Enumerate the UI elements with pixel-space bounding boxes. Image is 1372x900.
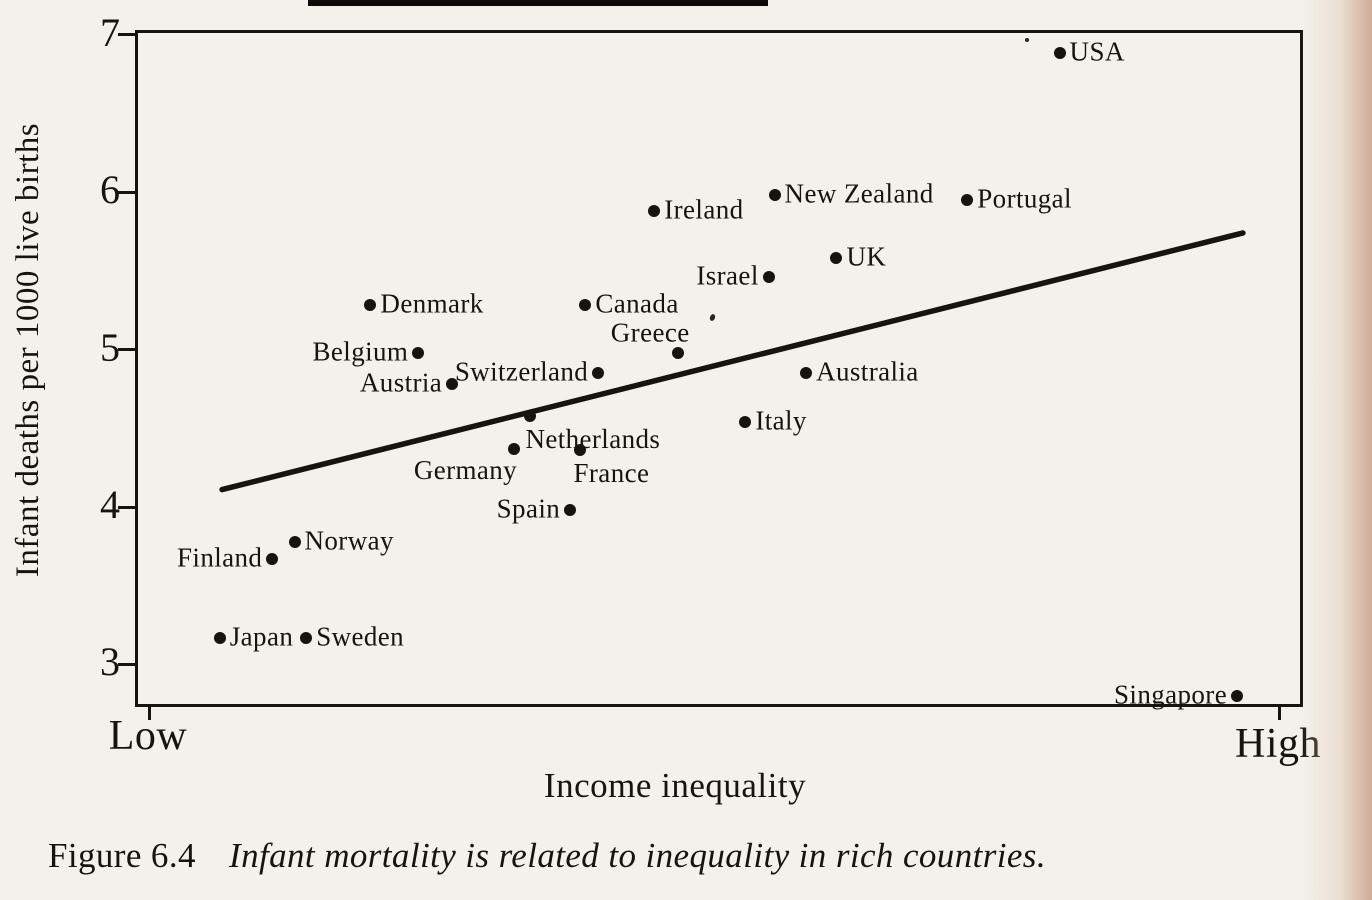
y-tick-mark-7 [118, 33, 136, 37]
country-label-italy: Italy [755, 405, 807, 436]
y-tick-mark-4 [118, 505, 136, 509]
x-tick-mark-low [147, 707, 151, 720]
country-label-israel: Israel [696, 260, 759, 291]
data-point-germany [508, 442, 521, 455]
country-label-japan: Japan [229, 621, 294, 652]
scan-artifact-bar [308, 0, 768, 6]
country-label-canada: Canada [595, 289, 679, 320]
country-label-spain: Spain [496, 493, 561, 524]
trend-line-layer [219, 230, 1246, 493]
data-point-switzerland [592, 367, 605, 380]
trend-line [219, 230, 1246, 493]
data-point-ireland [648, 204, 661, 217]
page-edge-shadow [1300, 0, 1372, 900]
data-point-belgium [412, 346, 425, 359]
y-axis-title: Infant deaths per 1000 live births [10, 122, 46, 578]
country-label-germany: Germany [413, 454, 518, 485]
country-label-switzerland: Switzerland [454, 356, 589, 387]
data-point-uk [830, 252, 843, 265]
country-label-greece: Greece [610, 317, 690, 348]
data-point-australia [800, 367, 813, 380]
data-point-finland [266, 552, 279, 565]
data-point-netherlands [524, 409, 537, 422]
data-point-spain [564, 504, 577, 517]
country-label-portugal: Portugal [977, 183, 1072, 214]
y-tick-label-5: 5 [100, 324, 120, 370]
y-tick-mark-6 [118, 190, 136, 194]
country-label-singapore: Singapore [1114, 679, 1228, 710]
country-label-usa: USA [1069, 37, 1125, 68]
data-point-japan [213, 631, 226, 644]
data-point-canada [579, 299, 592, 312]
country-label-australia: Australia [816, 356, 919, 387]
country-label-sweden: Sweden [316, 621, 405, 652]
data-point-austria [446, 378, 459, 391]
data-point-new-zealand [768, 189, 781, 202]
country-label-france: France [573, 458, 650, 489]
figure-number: Figure 6.4 [48, 836, 196, 875]
data-point-sweden [300, 631, 313, 644]
country-label-belgium: Belgium [312, 336, 409, 367]
data-point-italy [739, 415, 752, 428]
country-label-new-zealand: New Zealand [784, 178, 934, 209]
country-label-denmark: Denmark [380, 289, 484, 320]
data-point-usa [1053, 47, 1066, 60]
scan-speck [1025, 38, 1029, 42]
y-tick-label-3: 3 [100, 639, 120, 685]
y-tick-label-4: 4 [100, 482, 120, 528]
data-point-france [573, 444, 586, 457]
data-point-norway [288, 535, 301, 548]
x-axis-label-low: Low [108, 713, 188, 759]
country-label-netherlands: Netherlands [525, 423, 661, 454]
data-point-israel [762, 271, 775, 284]
data-point-portugal [961, 193, 974, 206]
x-tick-mark-high [1278, 707, 1282, 720]
figure-caption: Figure 6.4 Infant mortality is related t… [48, 836, 1046, 876]
y-tick-mark-5 [118, 348, 136, 352]
country-label-austria: Austria [359, 367, 443, 398]
data-point-denmark [364, 299, 377, 312]
y-tick-mark-3 [118, 662, 136, 666]
country-label-norway: Norway [304, 525, 394, 556]
country-label-finland: Finland [177, 542, 263, 573]
figure-caption-text: Infant mortality is related to inequalit… [229, 836, 1046, 875]
data-point-greece [671, 346, 684, 359]
x-axis-title: Income inequality [543, 766, 807, 805]
country-label-ireland: Ireland [664, 194, 744, 225]
country-label-uk: UK [846, 241, 887, 272]
y-tick-label-6: 6 [100, 167, 120, 213]
y-tick-label-7: 7 [100, 9, 120, 55]
plot-area: USA New Zealand Portugal Ireland UK Israel Den… [135, 30, 1303, 710]
data-point-singapore [1231, 689, 1244, 702]
